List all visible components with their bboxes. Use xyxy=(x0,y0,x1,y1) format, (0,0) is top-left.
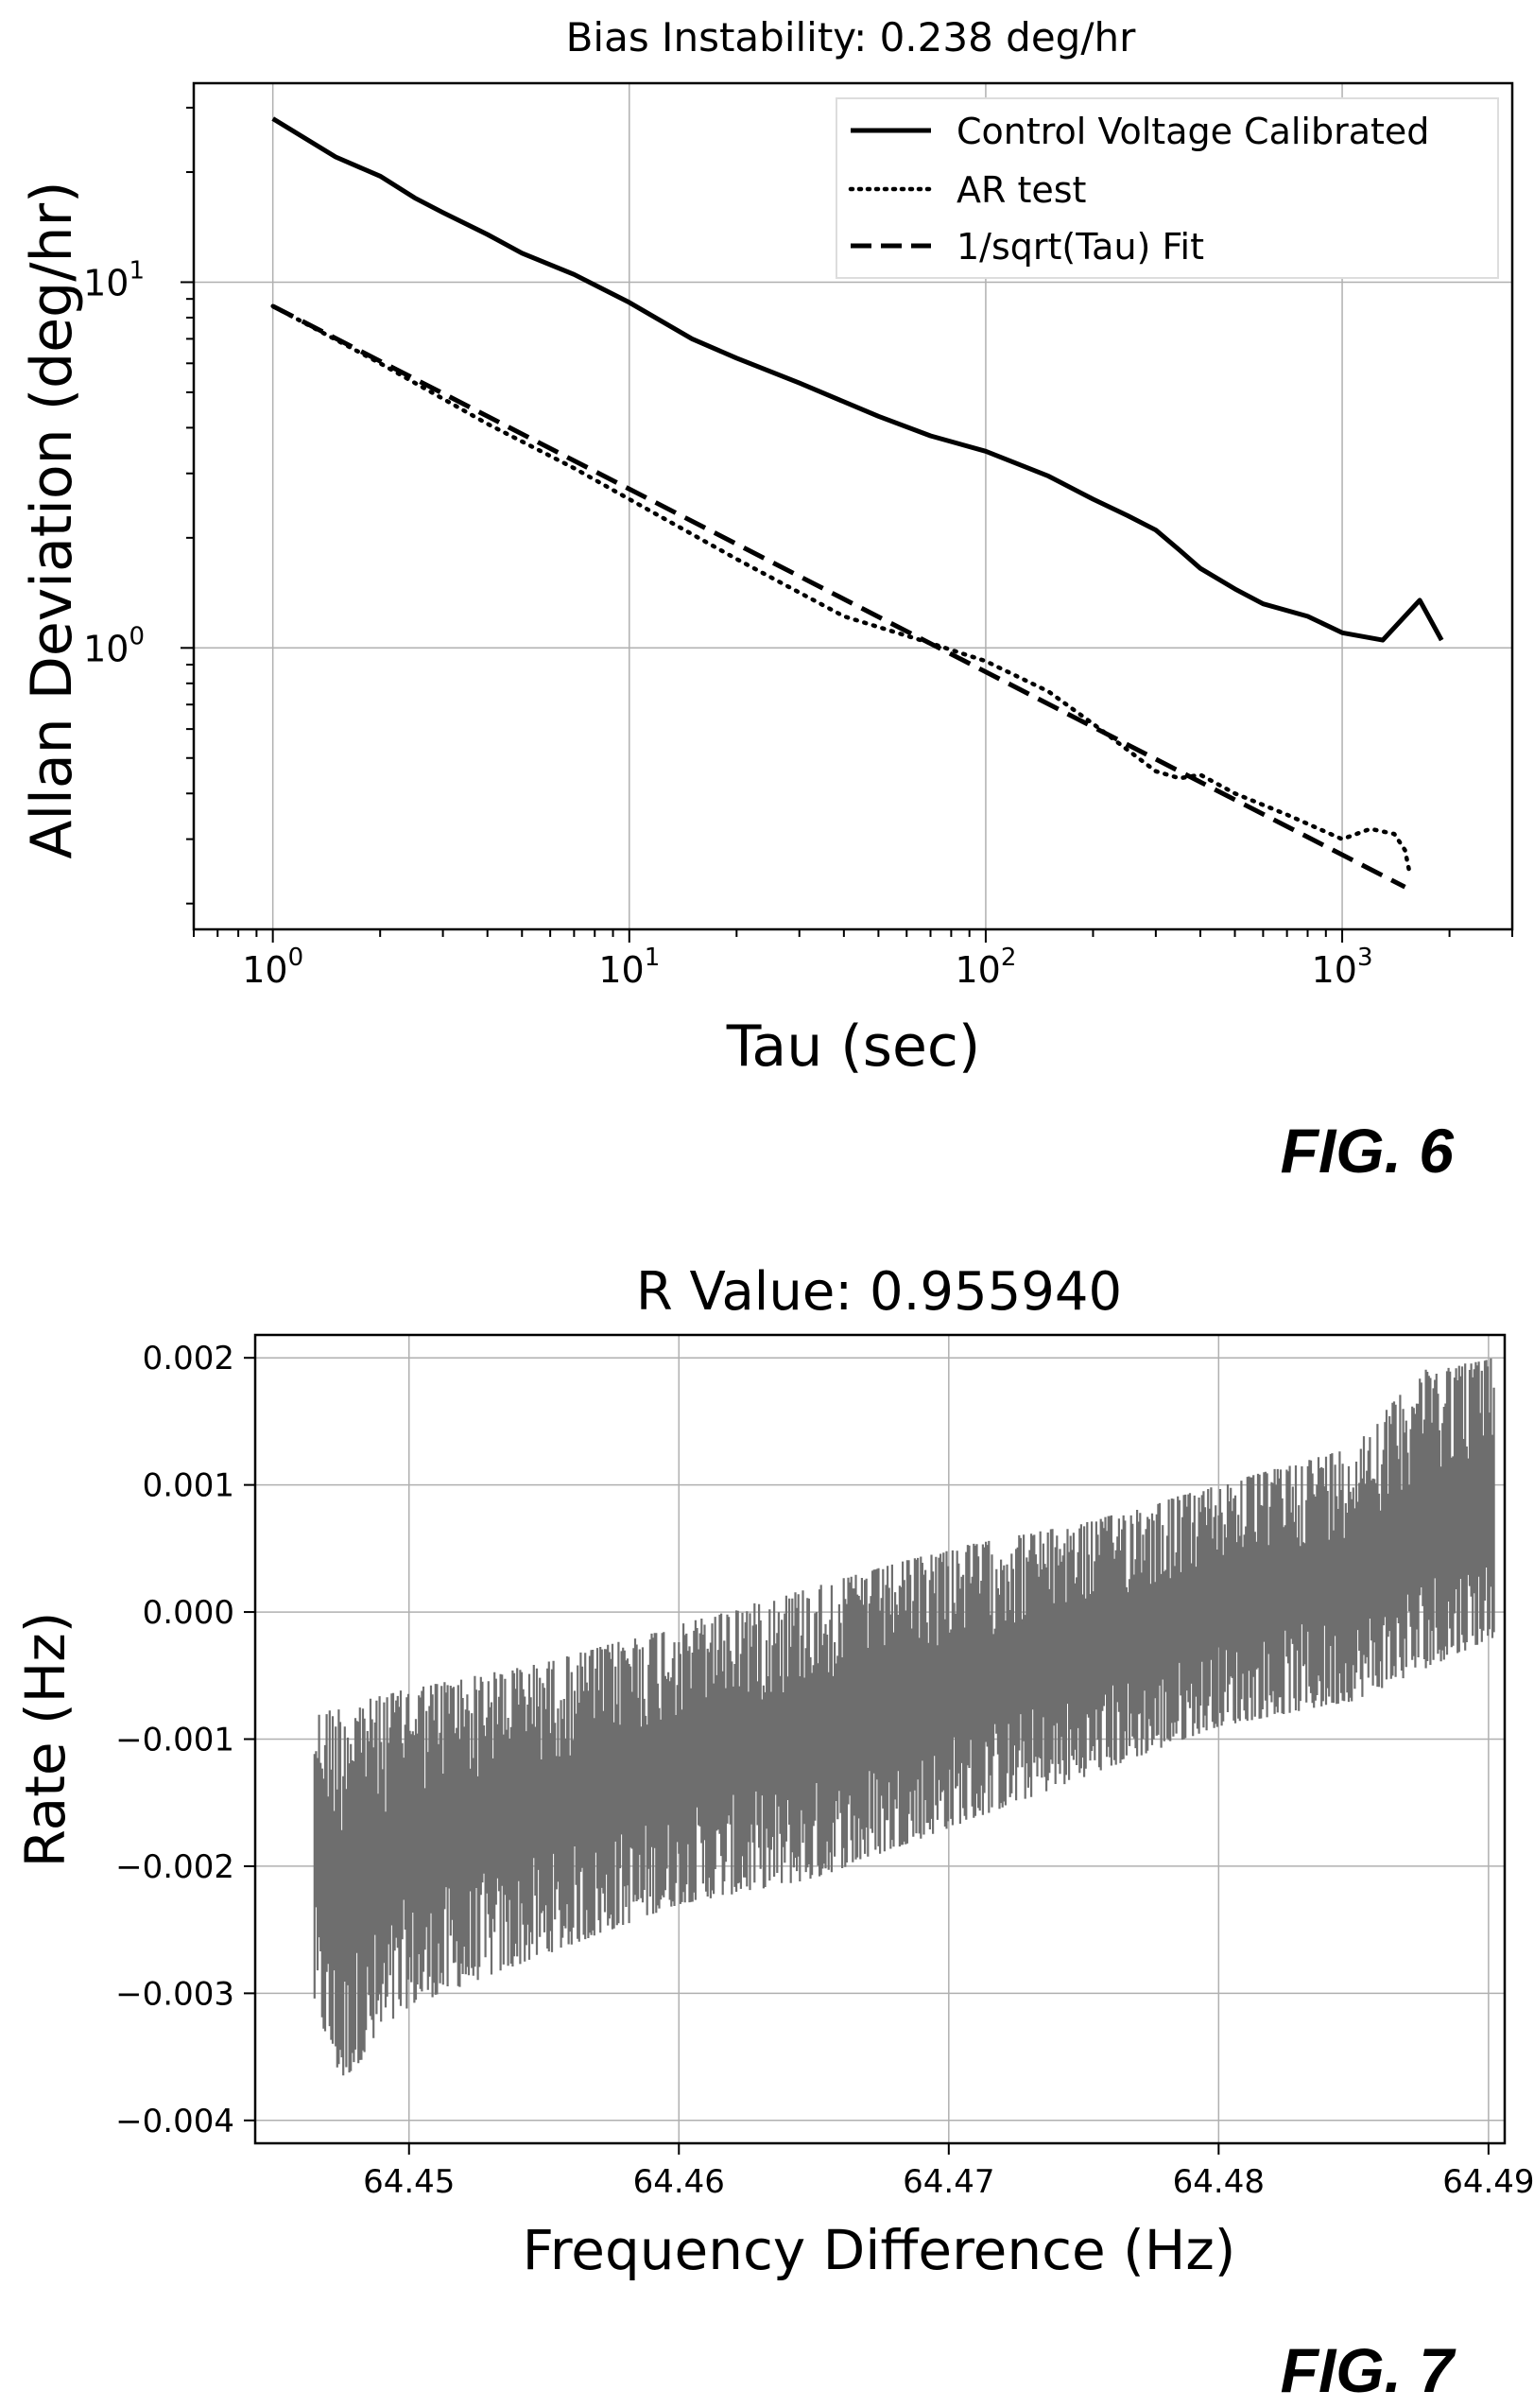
chart7-ticks xyxy=(244,1357,1490,2155)
chart7-title: R Value: 0.955940 xyxy=(636,1261,1122,1323)
legend-label-control-voltage: Control Voltage Calibrated xyxy=(957,111,1429,152)
chart7-tick-labels: 64.45 64.46 64.47 64.48 64.49 −0.004 −0.003 −0.… xyxy=(115,1340,1534,2201)
chart6-x-tick-label: 102 xyxy=(955,944,1016,991)
chart6-series-dotted-line xyxy=(270,303,1413,877)
rate-vs-frequency-chart: R Value: 0.955940 64.45 64.46 64.47 64.48 64… xyxy=(13,1261,1534,2282)
chart6-series-solid-line xyxy=(271,116,1444,643)
chart6-y-axis-label: Allan Deviation (deg/hr) xyxy=(19,181,85,858)
chart7-y-tick-label: −0.002 xyxy=(115,1848,234,1886)
chart6-series xyxy=(270,116,1444,890)
chart6-legend: Control Voltage Calibrated AR test 1/sqr… xyxy=(836,97,1499,279)
chart6-x-tick-label: 101 xyxy=(598,944,660,991)
chart6-y-tick-label: 101 xyxy=(83,256,145,303)
chart6-x-tick-label: 103 xyxy=(1312,944,1373,991)
fig6-label: FIG. 6 xyxy=(1281,1116,1456,1186)
legend-label-ar-test: AR test xyxy=(957,169,1086,211)
chart6-series-dashed-line xyxy=(271,303,1406,890)
chart6-ticks xyxy=(181,106,1513,943)
chart6-plot-frame xyxy=(192,81,1514,931)
chart7-x-tick-label: 64.48 xyxy=(1173,2163,1265,2201)
chart7-x-axis-label: Frequency Difference (Hz) xyxy=(523,2218,1236,2282)
chart6-title: Bias Instability: 0.238 deg/hr xyxy=(566,14,1136,61)
chart6-legend-box xyxy=(836,97,1499,279)
chart7-y-tick-label: 0.002 xyxy=(143,1340,234,1377)
legend-label-fit: 1/sqrt(Tau) Fit xyxy=(957,226,1204,268)
chart6-y-tick-label: 100 xyxy=(83,622,145,669)
chart6-tick-labels: 100 101 102 103 100 101 xyxy=(83,256,1372,991)
chart6-x-axis-label: Tau (sec) xyxy=(726,1013,981,1080)
chart7-x-tick-label: 64.49 xyxy=(1442,2163,1534,2201)
chart7-noise-band xyxy=(313,1358,1495,2076)
chart6-x-tick-label: 100 xyxy=(242,944,303,991)
chart7-y-tick-label: −0.003 xyxy=(115,1975,234,2013)
chart7-x-tick-label: 64.45 xyxy=(363,2163,455,2201)
chart7-series xyxy=(313,1358,1495,2076)
fig7-label: FIG. 7 xyxy=(1281,2335,1457,2405)
chart7-y-tick-label: 0.000 xyxy=(143,1594,234,1632)
chart7-y-tick-label: 0.001 xyxy=(143,1467,234,1505)
chart7-y-tick-label: −0.001 xyxy=(115,1722,234,1759)
allan-deviation-chart: Bias Instability: 0.238 deg/hr 100 101 102… xyxy=(19,14,1514,1080)
chart7-y-tick-label: −0.004 xyxy=(115,2103,234,2140)
chart7-x-tick-label: 64.47 xyxy=(903,2163,994,2201)
chart7-y-axis-label: Rate (Hz) xyxy=(13,1612,78,1868)
chart7-x-tick-label: 64.46 xyxy=(633,2163,725,2201)
